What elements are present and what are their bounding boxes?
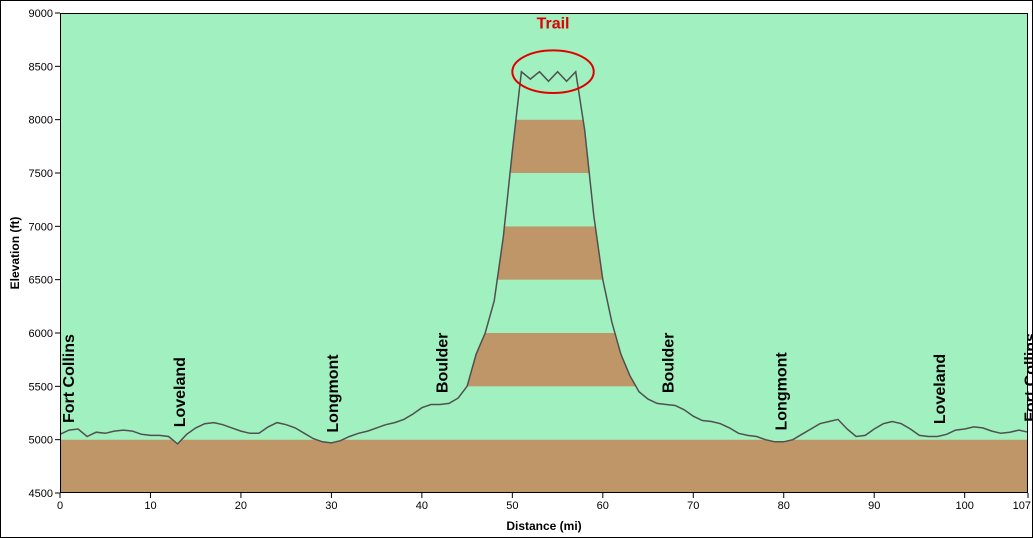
y-axis: 4500 5000 5500 6000 6500 7000 7500 8000 8500 9000 — [29, 8, 60, 500]
y-tick-label: 9000 — [29, 8, 53, 20]
y-tick-label: 8500 — [29, 61, 53, 73]
x-tick-label: 107 — [1013, 500, 1031, 512]
x-tick-label: 30 — [325, 500, 337, 512]
plot-border — [60, 13, 1028, 493]
x-tick-label: 40 — [416, 500, 428, 512]
y-axis-title: Elevation (ft) — [8, 217, 22, 290]
town-label: Fort Collins — [1023, 333, 1033, 422]
x-axis-title: Distance (mi) — [506, 519, 581, 533]
town-label: Boulder — [661, 333, 678, 393]
town-label: Loveland — [932, 354, 949, 424]
trail-highlight-ellipse — [511, 49, 595, 94]
x-tick-label: 60 — [597, 500, 609, 512]
x-tick-label: 90 — [868, 500, 880, 512]
sky-area — [60, 13, 1028, 444]
x-tick-label: 70 — [687, 500, 699, 512]
town-labels: Fort Collins Loveland Longmont Boulder Bould… — [61, 333, 1032, 433]
x-tick-label: 10 — [144, 500, 156, 512]
y-tick-label: 6000 — [29, 328, 53, 340]
trail-label: Trail — [537, 15, 570, 32]
town-label: Longmont — [325, 354, 342, 433]
y-tick-label: 6500 — [29, 275, 53, 287]
town-label: Loveland — [172, 357, 189, 427]
x-tick-label: 80 — [778, 500, 790, 512]
y-tick-label: 8000 — [29, 115, 53, 127]
y-tick-label: 7500 — [29, 168, 53, 180]
x-tick-label: 20 — [235, 500, 247, 512]
x-axis: 0 10 20 30 40 50 60 70 80 90 100 107 — [57, 493, 1031, 512]
y-tick-label: 7000 — [29, 221, 53, 233]
x-tick-label: 100 — [955, 500, 973, 512]
x-tick-label: 50 — [506, 500, 518, 512]
y-tick-label: 4500 — [29, 488, 53, 500]
town-label: Boulder — [434, 333, 451, 393]
y-tick-label: 5000 — [29, 435, 53, 447]
x-tick-label: 0 — [57, 500, 63, 512]
town-label: Fort Collins — [61, 334, 78, 423]
town-label: Longmont — [774, 352, 791, 431]
profile-line — [59, 70, 1029, 445]
y-tick-label: 5500 — [29, 381, 53, 393]
elevation-band — [60, 439, 1028, 493]
